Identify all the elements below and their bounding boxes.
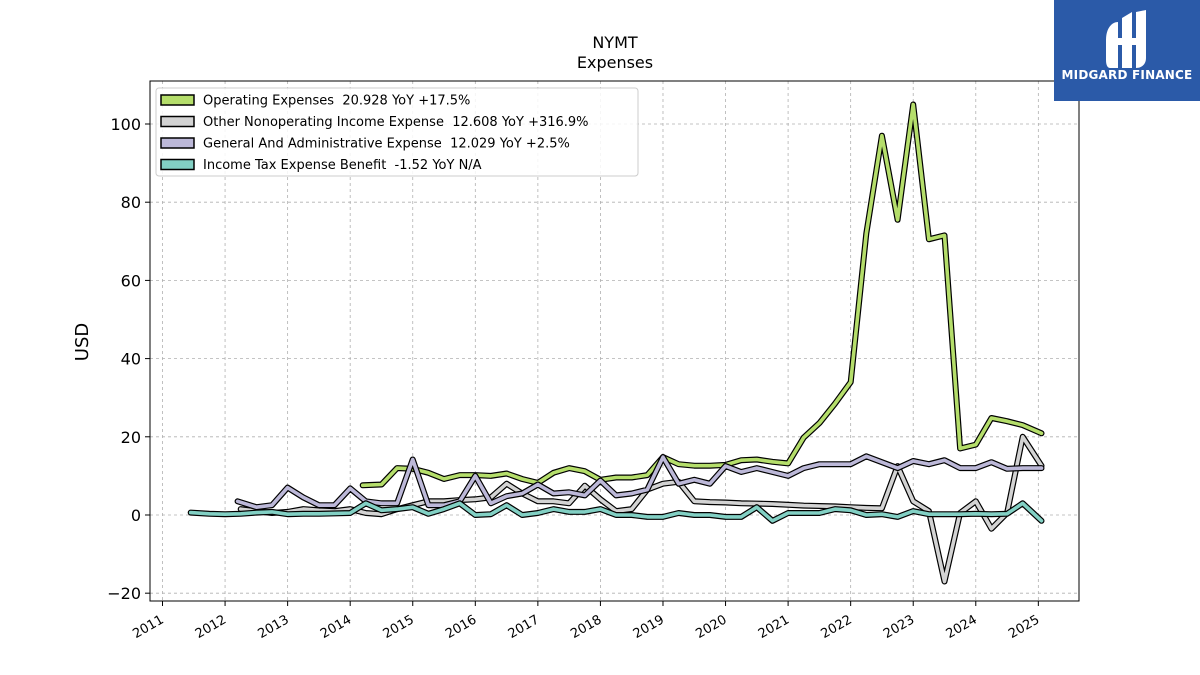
series-layer <box>187 101 1045 585</box>
legend-swatch <box>160 158 195 171</box>
y-tick-label: 80 <box>121 193 141 212</box>
x-tick-label: 2023 <box>881 612 917 642</box>
x-tick-label: 2012 <box>193 612 229 642</box>
series-line <box>188 501 1044 523</box>
y-tick-label: 40 <box>121 350 141 369</box>
x-tick-label: 2013 <box>255 612 291 642</box>
legend-swatch <box>160 94 195 106</box>
series-other-nonoperating-income-expense <box>237 433 1045 585</box>
y-tick-label: 0 <box>131 506 141 525</box>
legend-item: Other Nonoperating Income Expense 12.608… <box>203 115 589 130</box>
legend-swatch <box>160 137 195 149</box>
y-tick-label: 20 <box>121 428 141 447</box>
brand-logo: MIDGARD FINANCE <box>1054 0 1200 101</box>
legend-item: Operating Expenses 20.928 YoY +17.5% <box>203 94 470 109</box>
x-tick-label: 2017 <box>506 612 542 642</box>
plot-frame <box>149 80 1080 602</box>
x-axis: 2011 2012 2013 2014 2015 2016 2017 2018 2019 2020… <box>130 601 1042 642</box>
x-tick-label: 2016 <box>443 612 479 642</box>
y-axis-label: USD <box>72 323 93 361</box>
chart-title: NYMT <box>592 33 638 52</box>
chart-subtitle: Expenses <box>577 53 653 72</box>
x-tick-label: 2014 <box>318 612 354 642</box>
y-axis: −20 0 20 40 60 80 100 <box>107 115 150 603</box>
x-tick-label: 2020 <box>693 612 729 642</box>
y-tick-label: 60 <box>121 271 141 290</box>
series-line <box>238 435 1044 584</box>
midgard-logo-icon <box>1106 10 1146 68</box>
legend-swatch <box>160 115 195 128</box>
x-tick-label: 2015 <box>381 612 417 642</box>
y-tick-label: 100 <box>110 115 141 134</box>
legend-item: General And Administrative Expense 12.02… <box>203 137 570 152</box>
legend-box <box>155 87 639 177</box>
x-tick-label: 2018 <box>568 612 604 642</box>
x-tick-label: 2021 <box>756 612 792 642</box>
series-line <box>235 454 1044 509</box>
x-tick-label: 2022 <box>818 612 854 642</box>
x-tick-label: 2019 <box>631 612 667 642</box>
y-tick-label: −20 <box>107 584 141 603</box>
x-tick-label: 2024 <box>944 612 980 642</box>
series-income-tax-expense-benefit <box>187 500 1045 524</box>
brand-name: MIDGARD FINANCE <box>1061 68 1193 82</box>
x-tick-label: 2025 <box>1006 612 1042 642</box>
legend: Operating Expenses 20.928 YoY +17.5% Othe… <box>155 87 639 177</box>
x-tick-label: 2011 <box>130 612 166 642</box>
series-general-and-administrative-expense <box>234 453 1045 511</box>
legend-item: Income Tax Expense Benefit -1.52 YoY N/A <box>203 158 482 173</box>
